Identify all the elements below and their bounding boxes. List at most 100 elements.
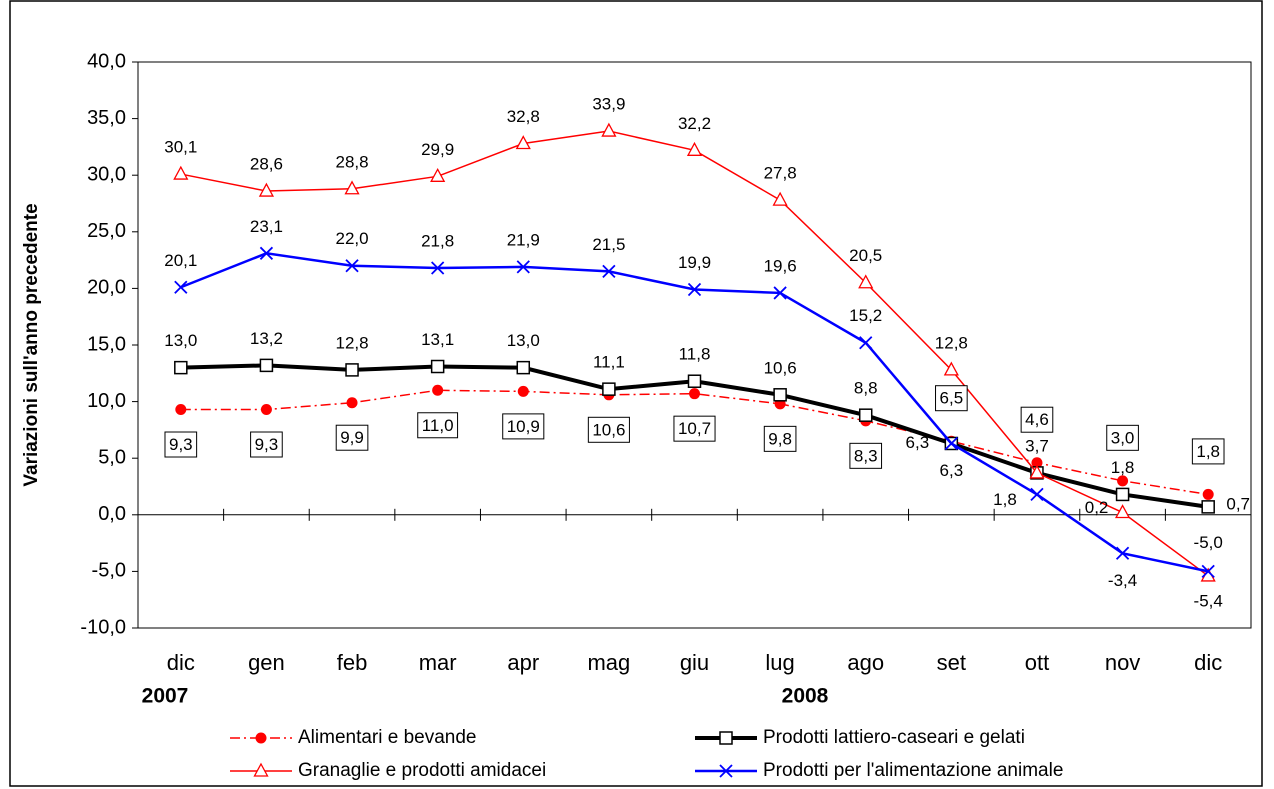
data-point bbox=[345, 363, 359, 377]
y-tick-label: 35,0 bbox=[87, 107, 126, 129]
data-label: 10,6 bbox=[764, 358, 797, 377]
data-label: 10,7 bbox=[678, 419, 711, 438]
data-point bbox=[174, 360, 188, 375]
label-box bbox=[250, 431, 283, 458]
x-tick-label: ott bbox=[1025, 650, 1049, 675]
legend-label: Granaglie e prodotti amidacei bbox=[298, 760, 546, 781]
data-label: 11,0 bbox=[422, 416, 454, 435]
data-label: 1,8 bbox=[1196, 442, 1220, 461]
data-point bbox=[516, 360, 531, 375]
data-point bbox=[344, 180, 360, 195]
label-box bbox=[1020, 406, 1054, 433]
x-tick-label: lug bbox=[765, 650, 794, 675]
data-label: 15,2 bbox=[849, 306, 882, 325]
data-label: 13,2 bbox=[250, 329, 283, 348]
data-label: 13,0 bbox=[164, 331, 197, 350]
data-point bbox=[345, 259, 359, 273]
data-label: 12,8 bbox=[335, 333, 368, 352]
data-label: 21,9 bbox=[507, 230, 540, 249]
data-label: 33,9 bbox=[592, 95, 625, 114]
data-label: 1,8 bbox=[1111, 458, 1135, 477]
data-point bbox=[687, 282, 702, 297]
x-tick-label: ago bbox=[847, 650, 884, 675]
label-box bbox=[335, 424, 369, 451]
x-tick-label: set bbox=[937, 650, 966, 675]
data-point bbox=[430, 359, 445, 374]
data-point bbox=[259, 246, 274, 260]
data-point bbox=[1201, 564, 1215, 579]
data-label: 9,9 bbox=[340, 428, 364, 447]
data-label: 8,8 bbox=[854, 379, 878, 398]
data-label: 0,7 bbox=[1226, 494, 1250, 513]
label-box bbox=[587, 416, 630, 443]
data-point bbox=[1115, 546, 1130, 560]
data-label: 9,8 bbox=[768, 429, 792, 448]
data-label: 21,8 bbox=[421, 232, 454, 251]
label-box bbox=[502, 413, 545, 440]
data-label: 6,3 bbox=[940, 461, 964, 480]
x-tick-label: dic bbox=[167, 650, 195, 675]
data-point bbox=[431, 261, 445, 275]
data-point bbox=[773, 286, 787, 300]
data-point bbox=[686, 141, 703, 156]
y-tick-label: -5,0 bbox=[92, 560, 126, 582]
data-label: 9,3 bbox=[255, 435, 279, 454]
data-label: 21,5 bbox=[592, 235, 625, 254]
data-point bbox=[1030, 487, 1044, 502]
data-label: 32,8 bbox=[507, 107, 540, 126]
data-label: 11,8 bbox=[679, 345, 711, 364]
data-point bbox=[260, 404, 272, 416]
legend-marker bbox=[719, 764, 733, 778]
data-label: 29,9 bbox=[421, 140, 454, 159]
data-label: 10,6 bbox=[592, 420, 625, 439]
y-tick-label: 0,0 bbox=[98, 503, 126, 525]
data-label: 9,3 bbox=[169, 435, 193, 454]
label-box bbox=[763, 425, 797, 452]
data-label: 13,1 bbox=[421, 330, 454, 349]
data-point bbox=[430, 167, 446, 182]
data-point bbox=[602, 264, 616, 279]
legend-item: Prodotti lattiero-caseari e gelati bbox=[695, 727, 1025, 748]
data-label: 4,6 bbox=[1025, 410, 1049, 429]
data-label: 0,2 bbox=[1085, 498, 1109, 517]
y-tick-label: 40,0 bbox=[87, 50, 126, 72]
x-tick-label: apr bbox=[507, 650, 539, 675]
legend-label: Prodotti lattiero-caseari e gelati bbox=[763, 727, 1025, 748]
y-tick-label: 5,0 bbox=[98, 446, 126, 468]
x-tick-label: mar bbox=[419, 650, 457, 675]
data-point bbox=[773, 388, 787, 402]
data-label: 3,0 bbox=[1111, 428, 1135, 447]
data-point bbox=[858, 274, 874, 289]
data-point bbox=[258, 182, 275, 197]
data-label: 8,3 bbox=[854, 446, 878, 465]
data-point bbox=[1114, 504, 1131, 519]
x-tick-label: nov bbox=[1105, 650, 1140, 675]
data-point bbox=[259, 358, 274, 373]
data-label: 28,8 bbox=[335, 152, 368, 171]
data-label: -5,0 bbox=[1194, 533, 1223, 552]
data-label: 19,9 bbox=[678, 253, 711, 272]
label-box bbox=[935, 385, 968, 412]
data-point bbox=[516, 260, 530, 274]
data-label: -5,4 bbox=[1194, 591, 1223, 610]
data-point bbox=[174, 280, 188, 294]
data-label: 23,1 bbox=[250, 217, 283, 236]
data-point bbox=[944, 436, 958, 451]
data-point bbox=[1117, 475, 1129, 487]
y-tick-label: 30,0 bbox=[87, 163, 126, 185]
y-tick-label: 20,0 bbox=[87, 277, 126, 299]
data-label: 32,2 bbox=[678, 114, 711, 133]
data-label: 11,1 bbox=[593, 353, 625, 372]
label-box bbox=[1191, 438, 1225, 465]
y-tick-label: 10,0 bbox=[87, 390, 126, 412]
label-box bbox=[1106, 424, 1139, 451]
data-label: 30,1 bbox=[164, 138, 197, 157]
x-tick-label: feb bbox=[337, 650, 368, 675]
data-point bbox=[1031, 457, 1043, 469]
data-point bbox=[859, 336, 873, 350]
legend-item: Alimentari e bevande bbox=[230, 727, 477, 748]
data-label: 10,9 bbox=[507, 417, 540, 436]
legend-item: Granaglie e prodotti amidacei bbox=[230, 760, 546, 781]
y-tick-label: 15,0 bbox=[87, 333, 126, 355]
